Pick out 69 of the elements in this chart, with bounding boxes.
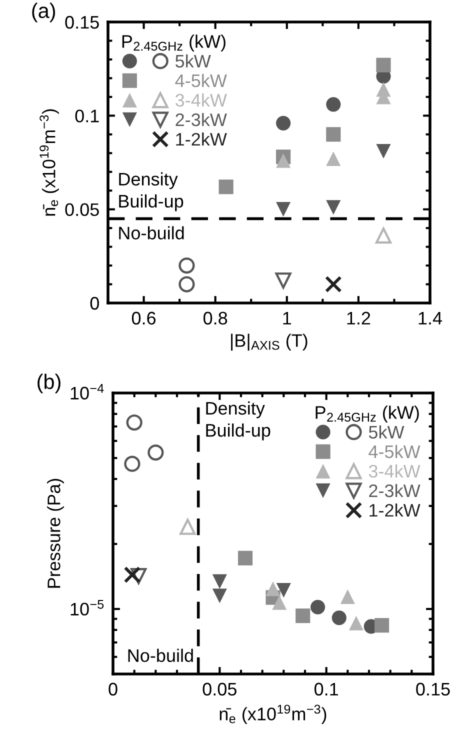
chart-title: (b) bbox=[38, 374, 60, 394]
point bbox=[326, 151, 341, 166]
point bbox=[124, 456, 140, 472]
point bbox=[276, 116, 291, 130]
legend-label: 3-4kW bbox=[175, 93, 227, 107]
point bbox=[376, 144, 391, 159]
point bbox=[276, 202, 291, 217]
point bbox=[218, 180, 234, 194]
annotation: Density Build-up bbox=[119, 172, 184, 212]
y-tick-label: 0.15 bbox=[65, 16, 99, 29]
x-tick-label: 1.2 bbox=[347, 312, 370, 324]
legend-label: 3-4kW bbox=[368, 464, 420, 478]
x-tick-label: 1 bbox=[283, 312, 292, 324]
legend-label: 2-3kW bbox=[176, 112, 227, 126]
point bbox=[266, 582, 280, 596]
point bbox=[296, 608, 310, 624]
x-tick-label: 0.8 bbox=[203, 312, 228, 325]
point bbox=[340, 589, 355, 604]
annotation: No-build bbox=[128, 648, 193, 662]
point bbox=[212, 588, 227, 604]
y-axis-title: Pressure (Pa) bbox=[47, 478, 64, 588]
x-tick-label: 0 bbox=[108, 682, 118, 696]
point bbox=[375, 228, 392, 244]
legend-label: 1-2kW bbox=[370, 503, 420, 517]
point bbox=[276, 583, 291, 598]
legend-label: 5kW bbox=[176, 54, 211, 68]
y-tick-label: 0.1 bbox=[75, 110, 99, 122]
x-axis-title: n̄$_{e}$ (x10$^{19}$m$^{−3}$) bbox=[220, 704, 326, 724]
legend-label: 2-3kW bbox=[369, 484, 420, 498]
y-tick-label: 0.05 bbox=[65, 203, 99, 216]
point bbox=[310, 600, 326, 614]
y-axis-title: n̄$_{e}$ (x10$^{19}$m$^{−3}$) bbox=[40, 109, 59, 216]
point bbox=[348, 616, 364, 630]
x-tick-label: 0.1 bbox=[314, 682, 338, 696]
x-tick-label: 1.4 bbox=[418, 312, 442, 324]
point bbox=[326, 127, 341, 142]
x-tick-label: 0.05 bbox=[202, 682, 236, 696]
point bbox=[126, 414, 142, 431]
point bbox=[238, 550, 253, 566]
legend-label: 5kW bbox=[368, 425, 404, 439]
legend-label: 1-2kW bbox=[176, 132, 227, 146]
legend-title: P$_{2.45GHz}$ (kW) bbox=[316, 406, 419, 422]
legend-label: 4-5kW bbox=[368, 444, 420, 458]
point bbox=[180, 518, 196, 535]
x-tick-label: 0.15 bbox=[416, 682, 450, 696]
chart-title: (a) bbox=[32, 2, 56, 22]
x-tick-label: 0.6 bbox=[132, 312, 156, 325]
point bbox=[178, 257, 195, 274]
x-axis-title: |B|$_{AXIS}$ (T) bbox=[231, 334, 308, 351]
point bbox=[376, 58, 391, 72]
point bbox=[332, 610, 346, 626]
point bbox=[178, 276, 195, 292]
point bbox=[326, 97, 341, 112]
legend-label: 4-5kW bbox=[175, 74, 227, 88]
y-tick-label: 10$^{−4}$ bbox=[70, 384, 104, 400]
point bbox=[276, 153, 291, 168]
point bbox=[326, 200, 341, 215]
legend-title: P$_{2.45GHz}$ (kW) bbox=[122, 34, 226, 52]
point bbox=[124, 566, 141, 584]
annotation: Density Build-up bbox=[206, 401, 270, 440]
y-tick-label: 10$^{−5}$ bbox=[70, 600, 104, 616]
point bbox=[272, 595, 287, 610]
annotation: No-build bbox=[119, 226, 184, 240]
point bbox=[212, 574, 227, 589]
point bbox=[374, 618, 390, 633]
y-tick-label: 0 bbox=[90, 296, 99, 310]
point bbox=[148, 444, 164, 461]
point bbox=[324, 276, 342, 293]
point bbox=[275, 272, 292, 289]
